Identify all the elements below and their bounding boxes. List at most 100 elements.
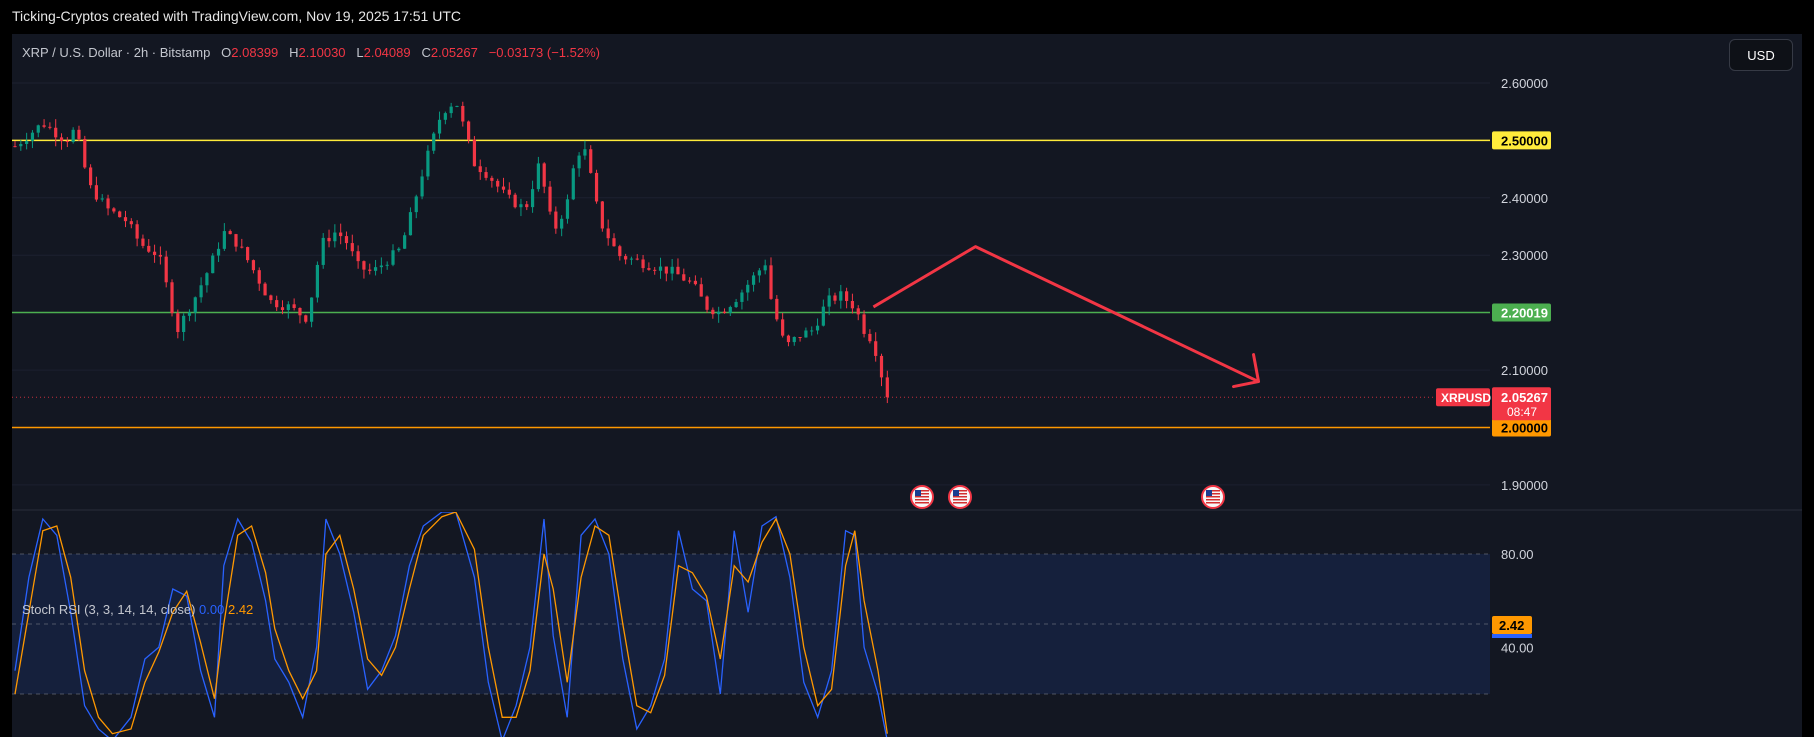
candle-body bbox=[751, 275, 756, 285]
candle-body bbox=[152, 251, 157, 255]
candle-body bbox=[443, 113, 447, 120]
candle-body bbox=[734, 301, 738, 308]
candle-body bbox=[129, 221, 133, 225]
last-price-countdown: 08:47 bbox=[1507, 405, 1537, 419]
stoch-d-badge: 2.42 bbox=[1499, 618, 1524, 633]
candle-body bbox=[536, 163, 540, 190]
candle-body bbox=[775, 298, 779, 320]
candle-body bbox=[798, 336, 802, 338]
level-badge: 2.50000 bbox=[1501, 133, 1548, 148]
stoch-d-line bbox=[14, 512, 888, 735]
stoch-k-value: 0.00 bbox=[199, 602, 225, 617]
candle-body bbox=[467, 121, 471, 140]
candle-body bbox=[571, 168, 575, 200]
level-badge-bg bbox=[1492, 303, 1551, 322]
candle-body bbox=[833, 295, 837, 301]
candle-body bbox=[589, 149, 593, 173]
candle-body bbox=[414, 196, 418, 213]
candle-body bbox=[693, 280, 698, 285]
candle-body bbox=[211, 255, 215, 274]
stoch-rsi-legend: Stoch RSI (3, 3, 14, 14, close) 0.00 2.4… bbox=[22, 602, 253, 617]
candle-body bbox=[472, 139, 477, 167]
candle-body bbox=[304, 315, 308, 322]
price-axis: 2.60000 2.40000 2.30000 2.10000 1.90000 2.500… bbox=[1436, 70, 1802, 506]
stoch-k-badge bbox=[1492, 634, 1532, 638]
candle-body bbox=[391, 250, 395, 265]
candle-body bbox=[362, 261, 366, 270]
last-price-badge-bg bbox=[1492, 387, 1551, 421]
candle-body bbox=[763, 265, 767, 271]
candle-body bbox=[25, 140, 29, 144]
candle-body bbox=[879, 355, 884, 378]
candle-body bbox=[618, 246, 622, 257]
chart-credit: Ticking-Cryptos created with TradingView… bbox=[12, 8, 461, 24]
close-value: 2.05267 bbox=[430, 45, 478, 60]
candle-body bbox=[437, 119, 442, 134]
stoch-rsi-pane: 80.00 40.00 2.42 bbox=[12, 512, 1534, 737]
stoch-tick-label: 40.00 bbox=[1501, 640, 1534, 655]
candle-body bbox=[845, 291, 849, 302]
stoch-lines bbox=[14, 512, 888, 737]
low-label: L bbox=[356, 45, 364, 60]
candle-body bbox=[728, 307, 732, 313]
stoch-d-badge-bg bbox=[1492, 616, 1532, 634]
candle-body bbox=[554, 211, 558, 229]
candle-body bbox=[269, 295, 273, 301]
price-tick-label: 2.60000 bbox=[1501, 76, 1548, 91]
candle-body bbox=[874, 341, 878, 356]
candle-body bbox=[600, 201, 604, 229]
candle-body bbox=[484, 172, 488, 178]
us-flag-icon bbox=[910, 485, 934, 509]
open-value: 2.08399 bbox=[231, 45, 279, 60]
candle-body bbox=[118, 211, 122, 218]
candle-body bbox=[251, 260, 256, 271]
candle-body bbox=[426, 150, 430, 177]
candle-body bbox=[158, 254, 162, 257]
candle-body bbox=[100, 198, 104, 200]
candle-body bbox=[717, 311, 721, 315]
high-label: H bbox=[289, 45, 299, 60]
candle-body bbox=[862, 314, 866, 334]
candle-body bbox=[699, 284, 703, 297]
symbol-tag-bg bbox=[1436, 388, 1490, 407]
candle-body bbox=[560, 218, 564, 229]
candle-body bbox=[525, 204, 529, 208]
high-value: 2.10030 bbox=[298, 45, 346, 60]
calendar-events bbox=[910, 485, 1225, 509]
candle-body bbox=[246, 247, 250, 261]
candle-body bbox=[664, 266, 668, 274]
candle-body bbox=[89, 167, 93, 186]
candle-body bbox=[519, 204, 523, 208]
candle-body bbox=[432, 133, 436, 151]
candle-body bbox=[216, 248, 221, 256]
candle-body bbox=[123, 217, 128, 222]
stoch-k-line bbox=[14, 512, 888, 737]
candle-body bbox=[379, 265, 383, 268]
candle-body bbox=[135, 224, 139, 239]
candle-body bbox=[868, 333, 872, 342]
candle-body bbox=[164, 256, 168, 283]
candle-body bbox=[315, 264, 320, 298]
candle-body bbox=[193, 297, 197, 313]
candle-body bbox=[821, 306, 825, 326]
stoch-tick-label: 80.00 bbox=[1501, 547, 1534, 562]
candle-body bbox=[350, 243, 354, 252]
candle-body bbox=[781, 319, 785, 336]
candle-body bbox=[19, 143, 23, 147]
candle-body bbox=[542, 163, 546, 187]
candle-body bbox=[670, 266, 674, 274]
currency-button[interactable]: USD bbox=[1729, 39, 1793, 71]
close-label: C bbox=[421, 45, 431, 60]
candle-body bbox=[408, 212, 413, 236]
candle-body bbox=[641, 259, 645, 269]
candle-body bbox=[839, 291, 843, 301]
price-tick-label: 2.40000 bbox=[1501, 191, 1548, 206]
horizontal-levels bbox=[12, 139, 1490, 429]
symbol-name: XRP / U.S. Dollar · 2h · Bitstamp bbox=[22, 45, 211, 60]
candle-body bbox=[490, 177, 494, 181]
candle-body bbox=[205, 273, 209, 286]
candle-body bbox=[292, 304, 296, 308]
us-flag-icon bbox=[1201, 485, 1225, 509]
candle-body bbox=[815, 325, 820, 331]
